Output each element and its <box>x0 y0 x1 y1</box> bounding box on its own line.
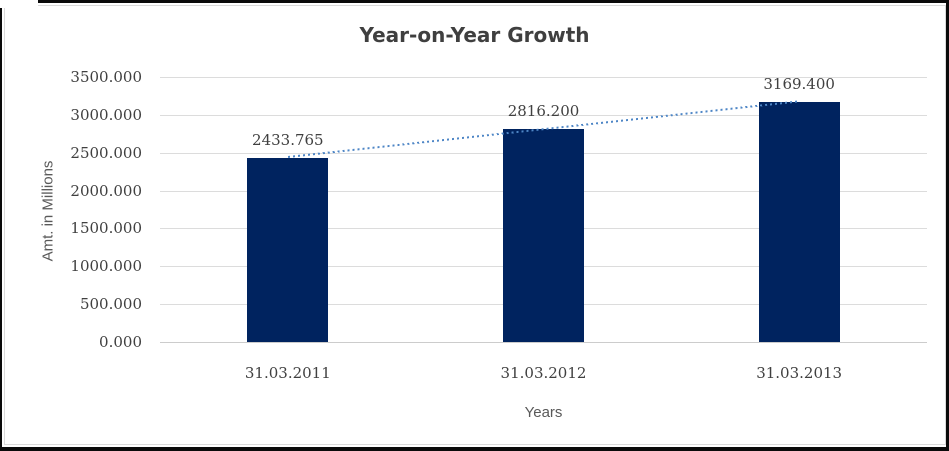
border-right <box>946 0 949 451</box>
chart-title: Year-on-Year Growth <box>359 23 590 47</box>
data-label: 3169.400 <box>763 75 835 94</box>
category-label: 31.03.2012 <box>500 364 587 382</box>
border-top <box>0 0 949 3</box>
y-tick-label: 0.000 <box>99 333 142 351</box>
y-tick-label: 500.000 <box>79 295 142 314</box>
y-tick-label: 3500.000 <box>70 68 142 86</box>
data-label: 2816.200 <box>507 101 580 120</box>
y-tick-label: 3000.000 <box>70 105 142 124</box>
bar <box>247 157 329 342</box>
y-axis-title: Amt. in Millions <box>39 160 57 262</box>
x-axis-title: Years <box>524 404 563 421</box>
y-tick-label: 2500.000 <box>70 143 142 162</box>
category-label: 31.03.2013 <box>756 364 843 382</box>
data-label: 2433.765 <box>252 130 324 149</box>
border-top-left-gap <box>0 0 38 8</box>
bar <box>503 128 584 342</box>
category-label: 31.03.2011 <box>244 364 331 382</box>
bar <box>758 102 840 342</box>
gridline <box>160 114 927 116</box>
y-tick-label: 2000.000 <box>70 181 142 200</box>
y-tick-label: 1000.000 <box>70 257 142 276</box>
border-left <box>0 0 2 451</box>
gridline <box>160 76 927 78</box>
border-bottom <box>0 447 949 451</box>
x-axis-line <box>160 341 927 343</box>
y-tick-label: 1500.000 <box>70 219 142 238</box>
